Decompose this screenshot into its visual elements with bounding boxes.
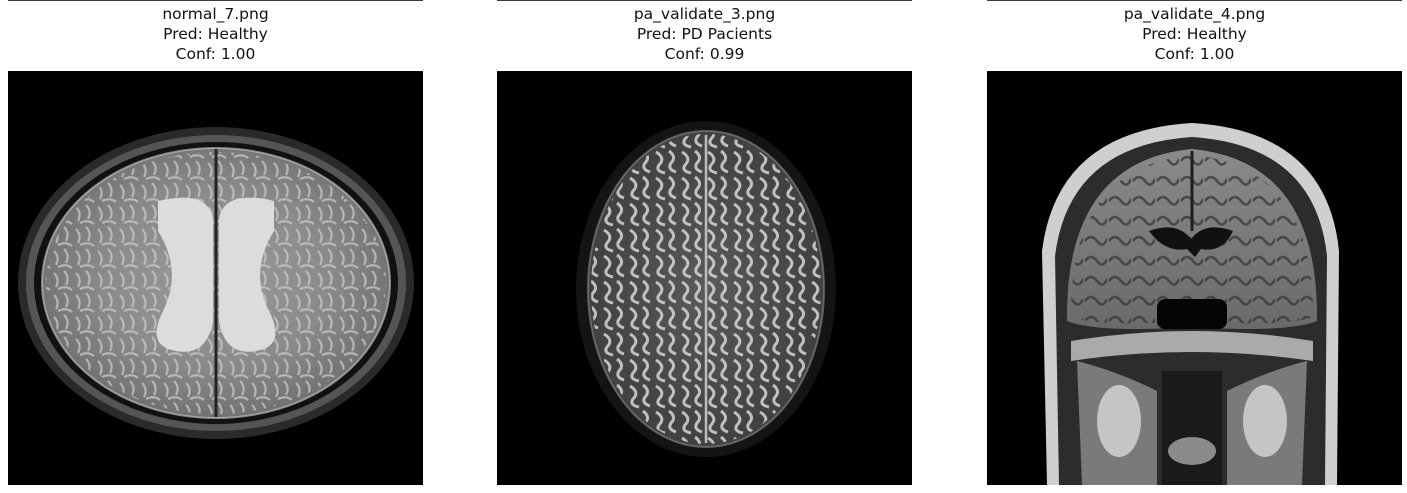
filename-label: pa_validate_3.png xyxy=(633,5,776,23)
result-panel-3: pa_validate_4.png Pred: Healthy Conf: 1.… xyxy=(987,0,1402,493)
result-panel-1: normal_7.png Pred: Healthy Conf: 1.00 xyxy=(8,0,423,493)
confidence-label: Conf: 1.00 xyxy=(1154,45,1235,63)
mri-scan-image-axial-t2 xyxy=(8,71,423,485)
panel-caption: pa_validate_3.png Pred: PD Pacients Conf… xyxy=(497,4,912,64)
panel-top-border xyxy=(497,0,912,1)
filename-label: normal_7.png xyxy=(162,5,269,23)
prediction-label: Pred: Healthy xyxy=(1142,25,1247,43)
confidence-label: Conf: 1.00 xyxy=(175,45,256,63)
panel-caption: pa_validate_4.png Pred: Healthy Conf: 1.… xyxy=(987,4,1402,64)
panel-caption: normal_7.png Pred: Healthy Conf: 1.00 xyxy=(8,4,423,64)
panel-top-border xyxy=(8,0,423,1)
mri-scan-image-coronal-t1 xyxy=(987,71,1402,485)
result-panel-2: pa_validate_3.png Pred: PD Pacients Conf… xyxy=(497,0,912,493)
panel-top-border xyxy=(987,0,1402,1)
mri-scan-image-axial-diffusion xyxy=(497,71,912,485)
prediction-label: Pred: PD Pacients xyxy=(636,25,773,43)
filename-label: pa_validate_4.png xyxy=(1123,5,1266,23)
prediction-label: Pred: Healthy xyxy=(163,25,268,43)
confidence-label: Conf: 0.99 xyxy=(664,45,745,63)
